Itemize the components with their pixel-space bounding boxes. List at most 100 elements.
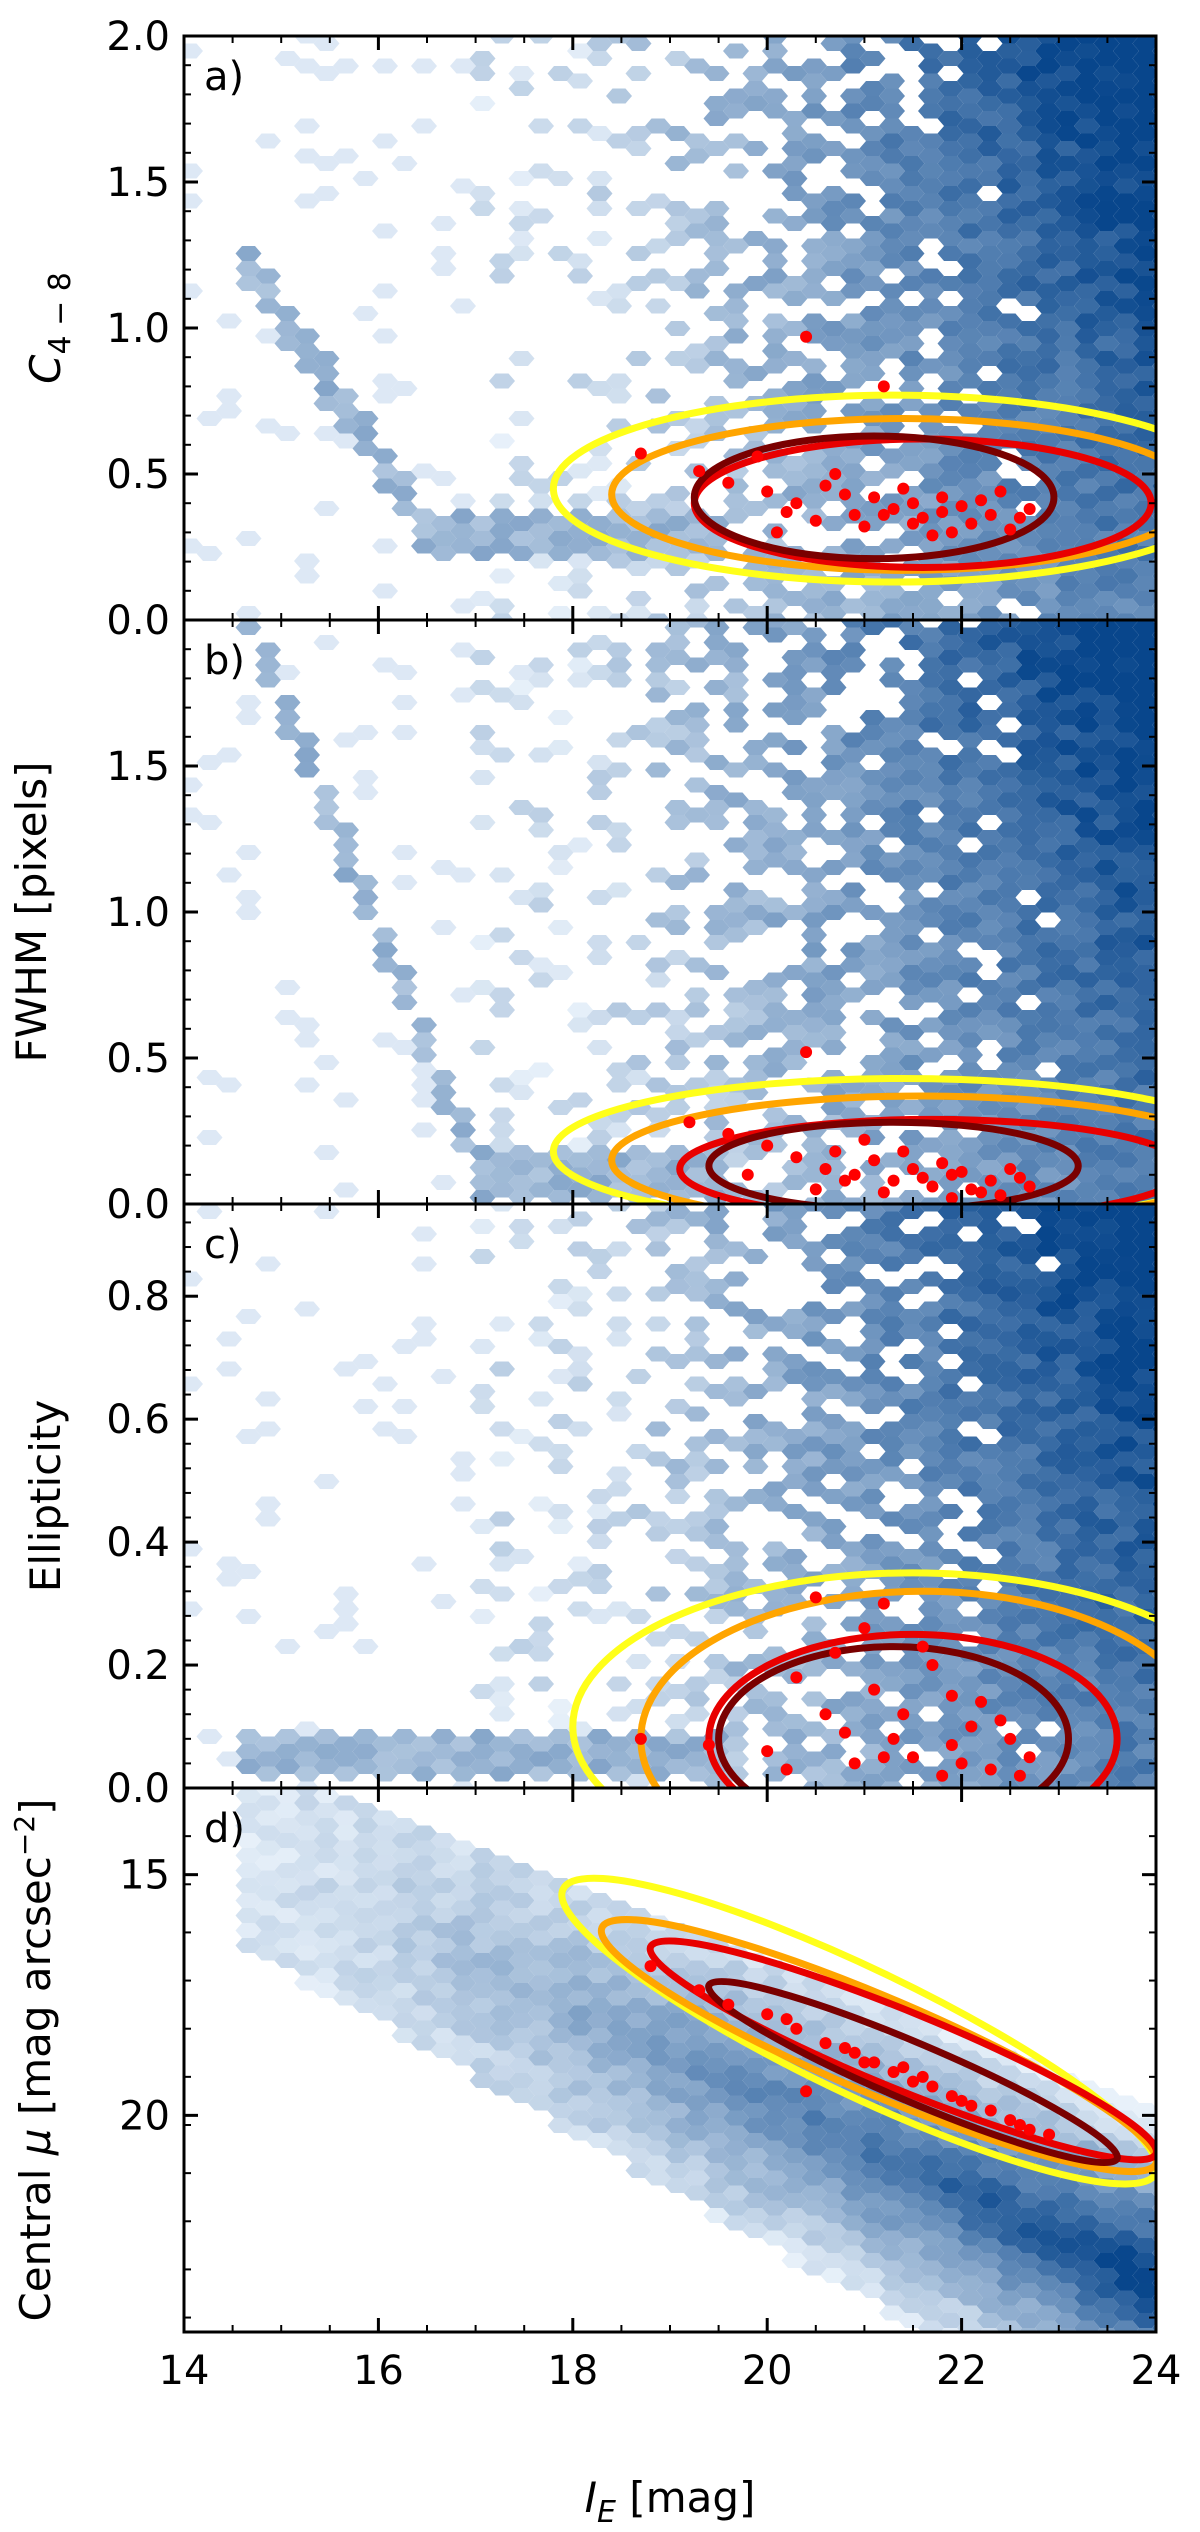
hexbin-cell	[1035, 208, 1061, 224]
hexbin-cell	[996, 133, 1022, 149]
hexbin-cell	[918, 1721, 944, 1737]
hexbin-cell	[723, 912, 749, 928]
hexbin-cell	[859, 800, 886, 815]
hexbin-cell	[937, 1130, 964, 1145]
hexbin-cell	[255, 1900, 281, 1916]
hexbin-cell	[801, 1616, 827, 1632]
data-point	[1023, 1751, 1036, 1764]
hexbin-cell	[255, 1810, 281, 1826]
hexbin-cell	[547, 860, 574, 875]
hexbin-cell	[547, 1953, 574, 1968]
hexbin-cell	[184, 43, 203, 59]
hexbin-cell	[508, 1759, 535, 1774]
hexbin-cell	[976, 1414, 1003, 1429]
hexbin-cell	[489, 1706, 515, 1722]
hexbin-cell	[333, 822, 359, 838]
hexbin-cell	[606, 1406, 632, 1422]
hexbin-cell	[859, 2133, 886, 2148]
hexbin-cell	[489, 1204, 515, 1212]
hexbin-cell	[586, 770, 613, 785]
hexbin-cell	[918, 777, 944, 793]
hexbin-cell	[742, 1489, 769, 1504]
hexbin-cell	[879, 493, 905, 509]
hexbin-cell	[1113, 478, 1139, 494]
hexbin-cell	[840, 2140, 866, 2156]
hexbin-cell	[898, 1729, 925, 1744]
hexbin-cell	[1074, 822, 1100, 838]
hexbin-cell	[742, 1429, 769, 1444]
hexbin-cell	[684, 717, 710, 733]
hexbin-cell	[957, 133, 983, 149]
hexbin-cell	[976, 680, 1003, 695]
hexbin-cell	[918, 792, 944, 808]
hexbin-cell	[255, 1766, 281, 1782]
hexbin-cell	[489, 1361, 515, 1377]
hexbin-cell	[1074, 2336, 1100, 2351]
hexbin-cell	[1074, 103, 1100, 119]
hexbin-cell	[1054, 710, 1081, 725]
hexbin-cell	[1113, 1301, 1139, 1317]
hexbin-cell	[859, 171, 886, 186]
hexbin-cell	[801, 2260, 827, 2276]
hexbin-cell	[801, 1766, 827, 1782]
hexbin-cell	[391, 1953, 418, 1968]
hexbin-cell	[937, 1504, 964, 1519]
hexbin-cell	[801, 1661, 827, 1677]
hexbin-cell	[1094, 2343, 1120, 2358]
hexbin-cell	[645, 1316, 671, 1332]
hexbin-cell	[976, 1234, 1003, 1249]
hexbin-cell	[859, 1669, 886, 1684]
hexbin-cell	[976, 1684, 1003, 1699]
hexbin-cell	[1015, 216, 1042, 231]
hexbin-cell	[1035, 1107, 1061, 1123]
hexbin-cell	[1074, 583, 1100, 599]
hexbin-cell	[586, 950, 613, 965]
hexbin-cell	[1074, 1526, 1100, 1542]
hexbin-cell	[469, 2013, 496, 2028]
hexbin-cell	[645, 2005, 671, 2021]
hexbin-cell	[840, 620, 866, 628]
hexbin-cell	[957, 508, 983, 524]
hexbin-cell	[859, 1774, 886, 1788]
hexbin-cell	[1132, 1399, 1156, 1414]
hexbin-cell	[430, 1175, 457, 1190]
hexbin-cell	[801, 1017, 827, 1033]
hexbin-cell	[762, 1421, 788, 1437]
hexbin-cell	[664, 800, 691, 815]
data-point	[780, 505, 793, 518]
hexbin-cell	[957, 2320, 983, 2332]
hexbin-cell	[1035, 1226, 1061, 1242]
hexbin-cell	[508, 1878, 535, 1893]
hexbin-cell	[820, 201, 847, 216]
hexbin-cell	[898, 306, 925, 321]
hexbin-cell	[1093, 1459, 1120, 1474]
hexbin-cell	[820, 2013, 847, 2028]
hexbin-cell	[840, 36, 866, 44]
contour-level-3	[646, 1937, 1156, 2164]
hexbin-cell	[879, 193, 905, 209]
hexbin-cell	[1074, 702, 1100, 718]
hexbin-cell	[781, 1204, 808, 1219]
hexbin-cell	[1074, 373, 1100, 389]
hexbin-cell	[1035, 88, 1061, 104]
hexbin-cell	[918, 1137, 944, 1153]
hexbin-cell	[898, 785, 925, 800]
hexbin-cell	[333, 433, 359, 449]
hexbin-cell	[567, 2005, 593, 2021]
hexbin-cell	[879, 1017, 905, 1033]
hexbin-cell	[1015, 740, 1042, 755]
hexbin-cell	[957, 1526, 983, 1542]
hexbin-cell	[781, 1459, 808, 1474]
hexbin-cell	[801, 2125, 827, 2141]
hexbin-cell	[625, 1444, 652, 1459]
hexbin-cell	[684, 613, 710, 620]
hexbin-cell	[840, 358, 866, 374]
hexbin-cell	[489, 1900, 515, 1916]
hexbin-cell	[606, 1002, 632, 1018]
hexbin-cell	[820, 1534, 847, 1549]
hexbin-cell	[781, 141, 808, 156]
hexbin-cell	[1132, 770, 1156, 785]
hexbin-cell	[937, 1609, 964, 1624]
hexbin-cell	[1074, 1571, 1100, 1587]
hexbin-cell	[372, 942, 398, 958]
